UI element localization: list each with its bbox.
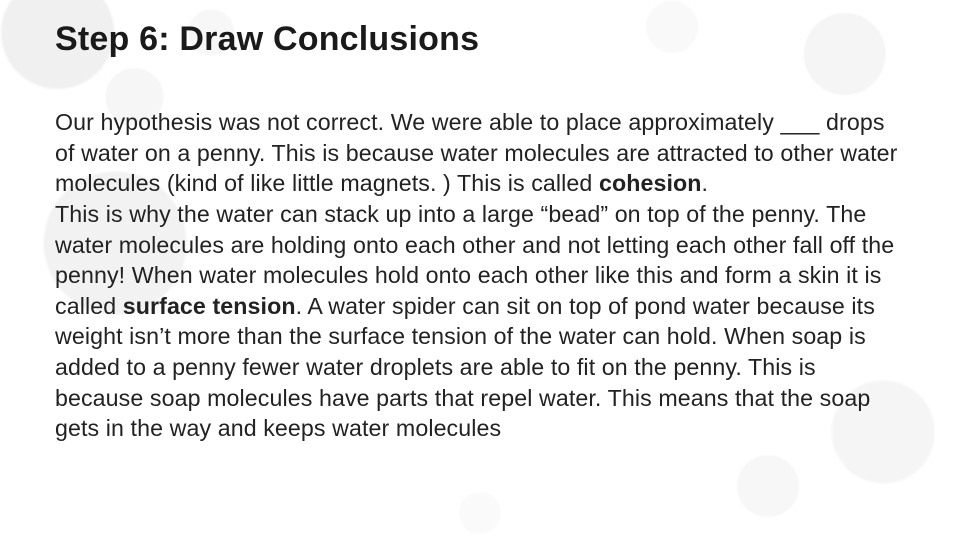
text-run: Our hypothesis was not correct. We were …: [55, 109, 897, 196]
bold-term: surface tension: [123, 293, 296, 319]
slide-body-text: Our hypothesis was not correct. We were …: [55, 107, 910, 444]
bold-term: cohesion: [599, 170, 702, 196]
slide-content: Step 6: Draw Conclusions Our hypothesis …: [0, 0, 960, 540]
slide-title: Step 6: Draw Conclusions: [55, 20, 910, 59]
text-run: .: [702, 170, 709, 196]
